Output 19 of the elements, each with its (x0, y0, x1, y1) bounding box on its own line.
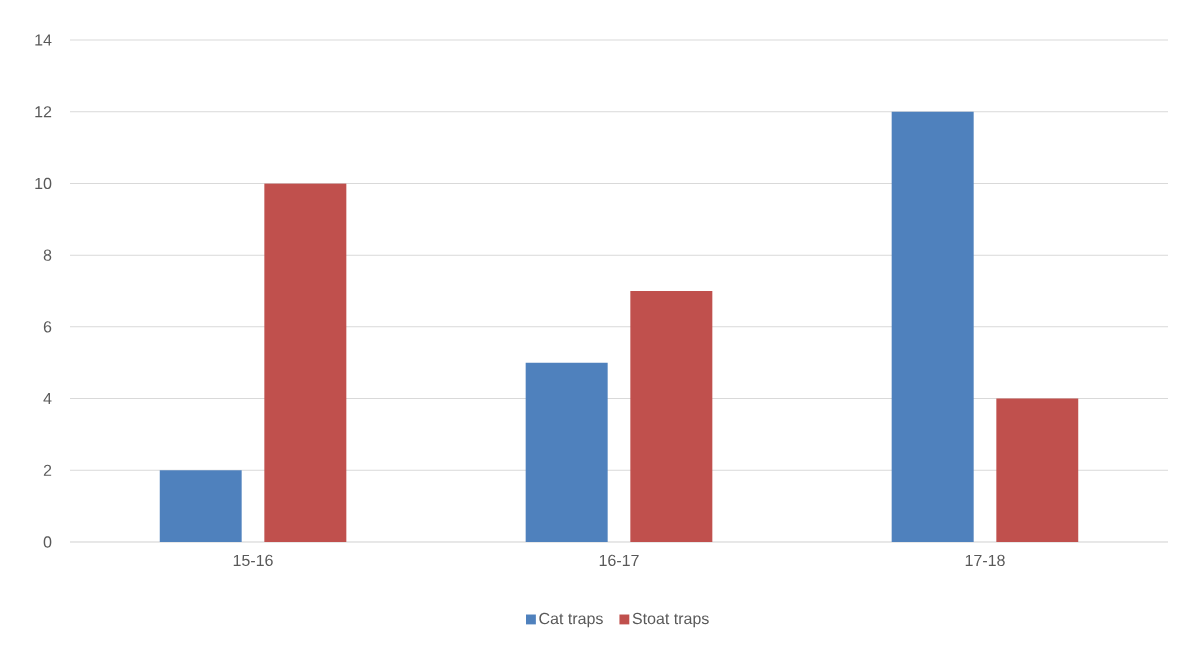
bar (996, 398, 1079, 542)
bar (891, 111, 974, 542)
x-tick-label: 17-18 (965, 554, 1005, 567)
x-tick-label: 16-17 (599, 554, 639, 567)
legend-label: Cat traps (539, 612, 603, 628)
y-tick-label: 8 (43, 249, 52, 261)
x-tick-label: 15-16 (233, 554, 273, 567)
y-tick-label: 2 (43, 464, 52, 476)
bar (264, 183, 347, 542)
y-tick-label: 4 (43, 393, 52, 405)
y-tick-label: 10 (35, 177, 52, 190)
y-tick-label: 14 (35, 34, 52, 46)
y-tick-label: 6 (43, 321, 52, 333)
bar (159, 470, 242, 542)
y-tick-label: 0 (43, 536, 52, 548)
bar (525, 362, 608, 542)
bar (630, 291, 713, 542)
legend-label: Stoat traps (632, 612, 709, 628)
y-tick-label: 12 (35, 106, 52, 118)
